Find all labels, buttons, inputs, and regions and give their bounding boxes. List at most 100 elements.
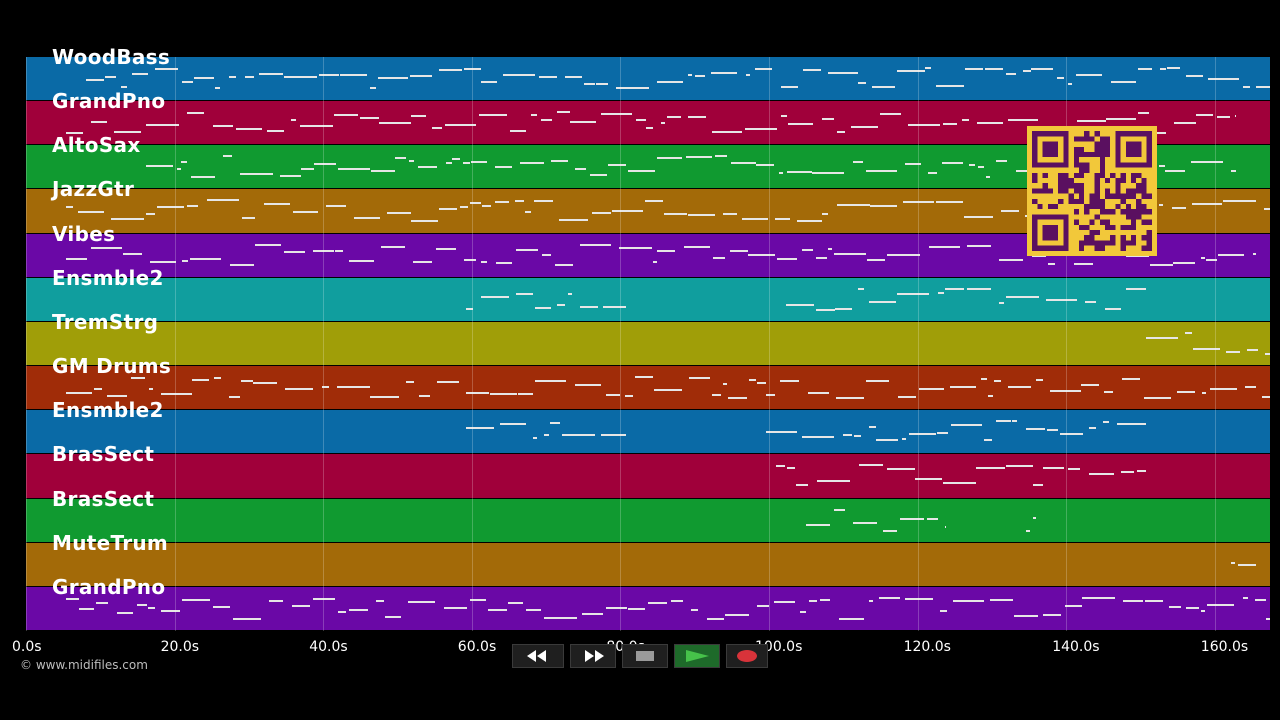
midi-note [379,122,411,125]
midi-note [91,246,122,249]
midi-note [1207,603,1234,606]
midi-note [713,256,725,259]
midi-note [905,597,933,600]
midi-note [745,128,777,131]
midi-note [291,119,296,122]
gridline [323,57,325,631]
midi-note [508,601,523,604]
midi-note [1138,112,1149,115]
fast-forward-button[interactable] [570,644,616,668]
midi-note [937,432,948,435]
midi-note [984,439,992,442]
midi-note [837,131,845,134]
midi-note [1146,336,1178,339]
midi-note [96,601,108,604]
midi-note [354,217,380,220]
midi-note [953,599,984,602]
midi-note [551,160,568,163]
midi-note [541,119,552,122]
midi-note [1089,427,1096,430]
midi-note [439,208,457,211]
midi-note [712,394,721,397]
record-button[interactable] [726,644,768,668]
midi-note [803,69,821,71]
midi-note [300,125,333,128]
midi-note [1235,115,1236,118]
midi-note [851,126,878,129]
midi-note [1218,253,1244,256]
midi-note [1266,617,1270,620]
midi-note [137,603,147,606]
midi-note [182,598,210,601]
midi-note [988,395,993,398]
midi-note [1253,252,1256,255]
gridline [1214,57,1216,631]
midi-note [1245,386,1256,389]
midi-note [619,246,652,249]
midi-note [479,114,507,117]
track-lane [26,277,1270,322]
record-icon [737,650,757,662]
midi-note [837,204,870,207]
midi-note [187,205,198,208]
midi-note [990,598,1013,601]
midi-note [337,386,370,389]
midi-note [395,157,406,160]
midi-note [471,161,487,164]
midi-note [843,434,852,437]
midi-note [834,508,845,511]
midi-note [858,287,864,290]
midi-note [482,205,491,208]
midi-note [452,158,460,161]
play-button[interactable] [674,644,720,668]
midi-note [481,295,509,298]
midi-note [378,77,408,79]
midi-note [1192,203,1222,206]
midi-note [460,206,468,209]
midi-note [284,76,317,78]
midi-note [207,199,239,202]
midi-note [1247,348,1258,351]
midi-note [406,381,414,384]
midi-note [1089,473,1114,476]
track-lane [26,321,1270,367]
midi-note [1159,204,1163,207]
rewind-icon [527,650,546,662]
midi-note [969,164,975,167]
midi-note [940,609,947,612]
midi-note [1256,86,1270,88]
midi-note [1137,470,1146,473]
midi-note [1201,609,1205,612]
midi-note [215,87,220,89]
time-tick-label: 0.0s [12,639,42,655]
midi-note [688,74,692,76]
midi-note [148,606,155,609]
midi-note [816,256,827,259]
midi-note [1202,392,1206,395]
midi-note [314,163,336,166]
midi-note [779,172,783,175]
track-label: GrandPno [52,574,166,599]
midi-note [1217,116,1230,119]
midi-note [928,172,937,175]
track-lane [26,57,1270,102]
midi-note [149,388,153,391]
midi-note [936,201,963,204]
midi-note [688,116,706,119]
midi-note [880,113,901,116]
midi-note [756,164,774,167]
midi-note [936,85,964,87]
midi-note [867,258,885,261]
stop-button[interactable] [622,644,668,668]
midi-note [915,478,942,481]
midi-note [187,112,204,115]
rewind-button[interactable] [512,644,564,668]
midi-note [1077,120,1106,123]
midi-note [887,253,920,256]
midi-note [568,292,572,295]
midi-note [802,436,834,439]
midi-note [897,70,925,72]
midi-note [535,380,566,383]
midi-note [146,213,155,216]
midi-note [409,160,414,163]
